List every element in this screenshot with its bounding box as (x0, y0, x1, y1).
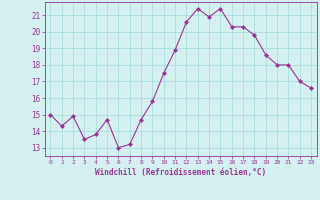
X-axis label: Windchill (Refroidissement éolien,°C): Windchill (Refroidissement éolien,°C) (95, 168, 266, 177)
